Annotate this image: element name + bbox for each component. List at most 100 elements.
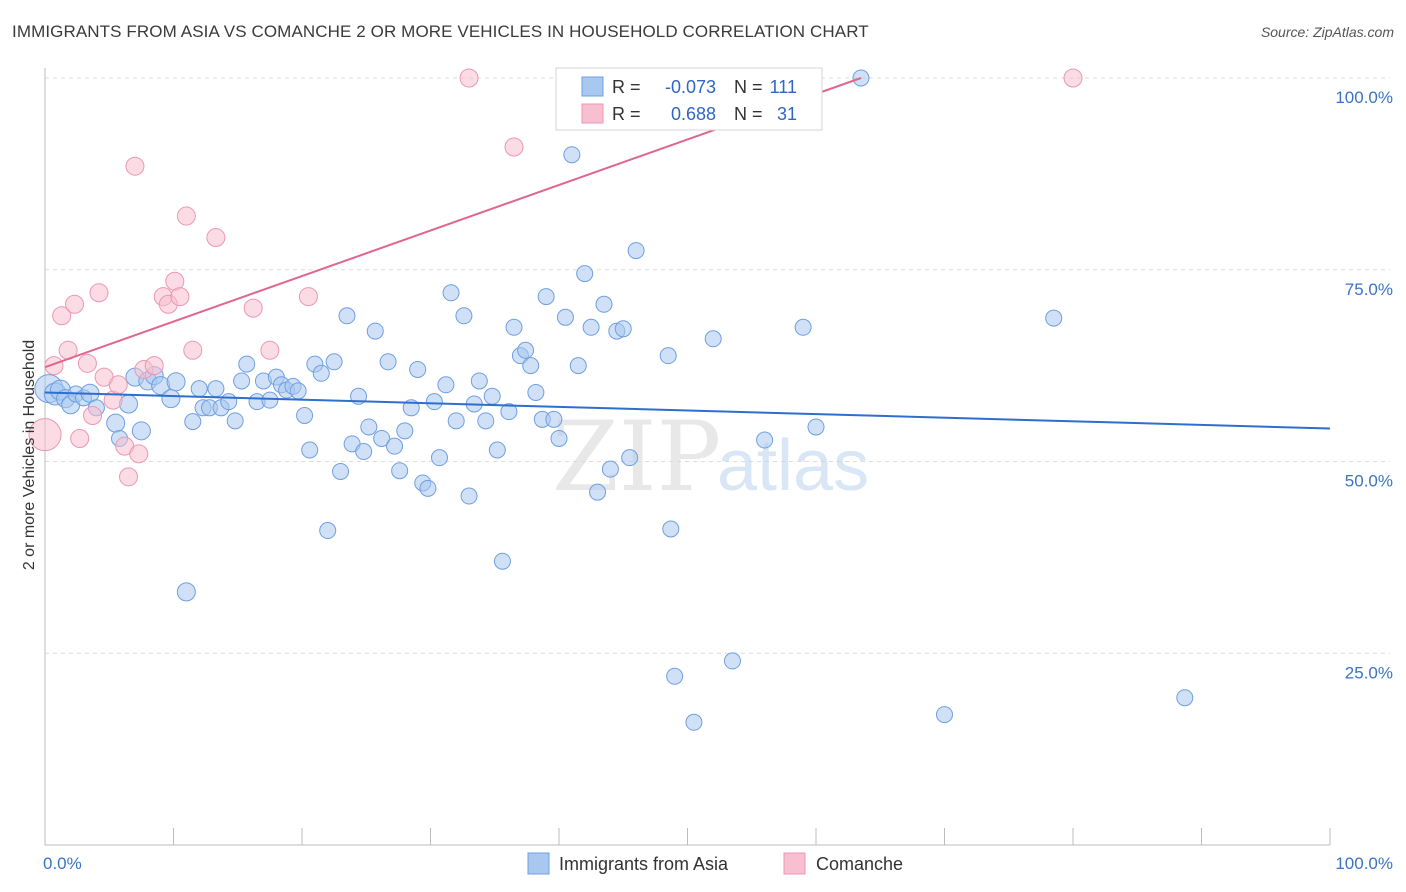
data-point-asia <box>582 318 600 336</box>
data-point-asia <box>373 429 391 447</box>
source-credit: Source: ZipAtlas.com <box>1260 24 1394 40</box>
data-point-asia <box>176 582 196 602</box>
legend-n-label: N = <box>734 104 763 124</box>
data-point-comanche <box>28 418 62 452</box>
data-point-asia <box>666 667 684 685</box>
data-point-asia <box>409 360 427 378</box>
bottom-legend-label: Comanche <box>816 854 903 874</box>
axes <box>44 68 1331 846</box>
data-point-asia <box>704 330 722 348</box>
series-comanche <box>28 68 1083 487</box>
data-point-comanche <box>1063 68 1083 88</box>
data-point-asia <box>477 412 495 430</box>
y-tick-label: 75.0% <box>1345 280 1393 299</box>
data-point-asia <box>289 382 307 400</box>
data-point-asia <box>220 393 238 411</box>
data-point-asia <box>627 242 645 260</box>
series-legend: Immigrants from Asia Comanche <box>527 852 903 875</box>
data-point-asia <box>437 376 455 394</box>
data-point-asia <box>589 483 607 501</box>
data-point-comanche <box>170 287 190 307</box>
data-point-asia <box>537 288 555 306</box>
data-point-asia <box>550 429 568 447</box>
legend-r-label: R = <box>612 77 641 97</box>
bottom-legend-swatch-pink <box>783 852 806 875</box>
data-point-asia <box>563 146 581 164</box>
data-point-comanche <box>243 298 263 318</box>
data-point-asia <box>527 383 545 401</box>
grid-lines <box>45 77 1390 654</box>
data-point-asia <box>569 357 587 375</box>
data-point-comanche <box>183 340 203 360</box>
legend-n-label: N = <box>734 77 763 97</box>
data-point-comanche <box>206 228 226 248</box>
data-point-asia <box>500 403 518 421</box>
data-point-asia <box>493 552 511 570</box>
data-point-asia <box>166 372 186 392</box>
data-point-asia <box>366 322 384 340</box>
legend-n-value: 111 <box>770 77 797 97</box>
data-point-asia <box>601 460 619 478</box>
data-point-asia <box>723 652 741 670</box>
data-point-asia <box>355 443 373 461</box>
data-point-asia <box>1045 309 1063 327</box>
data-point-asia <box>238 355 256 373</box>
data-point-comanche <box>176 206 196 226</box>
data-point-asia <box>386 437 404 455</box>
data-point-comanche <box>260 340 280 360</box>
data-point-asia <box>430 449 448 467</box>
data-point-asia <box>131 421 151 441</box>
y-axis-label: 2 or more Vehicles in Household <box>21 340 38 570</box>
data-point-asia <box>442 284 460 302</box>
data-point-asia <box>261 391 279 409</box>
data-point-asia <box>662 520 680 538</box>
data-point-asia <box>325 353 343 371</box>
data-point-asia <box>190 380 208 398</box>
legend-swatch-blue <box>581 76 604 97</box>
data-point-asia <box>226 412 244 430</box>
data-point-asia <box>756 431 774 449</box>
data-point-asia <box>455 307 473 325</box>
data-point-asia <box>296 406 314 424</box>
data-point-comanche <box>459 68 479 88</box>
data-point-asia <box>460 487 478 505</box>
data-point-asia <box>379 353 397 371</box>
x-tick-label: 100.0% <box>1335 854 1393 873</box>
y-tick-label: 50.0% <box>1345 472 1393 491</box>
data-point-comanche <box>44 356 64 376</box>
data-point-comanche <box>70 428 90 448</box>
data-point-comanche <box>108 375 128 395</box>
data-point-asia <box>595 295 613 313</box>
data-point-asia <box>545 410 563 428</box>
data-point-asia <box>233 372 251 390</box>
series-immigrants-from-asia <box>34 69 1194 731</box>
data-point-comanche <box>144 356 164 376</box>
data-point-asia <box>488 441 506 459</box>
data-point-asia <box>396 422 414 440</box>
data-point-asia <box>556 308 574 326</box>
legend-r-label: R = <box>612 104 641 124</box>
data-point-asia <box>301 441 319 459</box>
data-point-comanche <box>504 137 524 157</box>
legend-r-value: -0.073 <box>665 77 716 97</box>
y-tick-label: 25.0% <box>1345 663 1393 682</box>
data-point-comanche <box>119 467 139 487</box>
data-point-asia <box>505 318 523 336</box>
y-tick-label: 100.0% <box>1335 88 1393 107</box>
data-point-asia <box>447 412 465 430</box>
data-point-asia <box>621 449 639 467</box>
bottom-legend-swatch-blue <box>527 852 550 875</box>
bottom-legend-label: Immigrants from Asia <box>559 854 729 874</box>
data-point-asia <box>517 341 535 359</box>
data-point-asia <box>470 372 488 390</box>
data-point-comanche <box>83 405 103 425</box>
legend-swatch-pink <box>581 103 604 124</box>
data-point-asia <box>576 265 594 283</box>
data-point-asia <box>614 320 632 338</box>
data-point-asia <box>807 418 825 436</box>
legend-n-value: 31 <box>777 104 797 124</box>
data-point-asia <box>483 387 501 405</box>
correlation-legend: R = -0.073 N = 111 R = 0.688 N = 31 <box>555 67 823 131</box>
trend-line-asia <box>44 391 1331 430</box>
